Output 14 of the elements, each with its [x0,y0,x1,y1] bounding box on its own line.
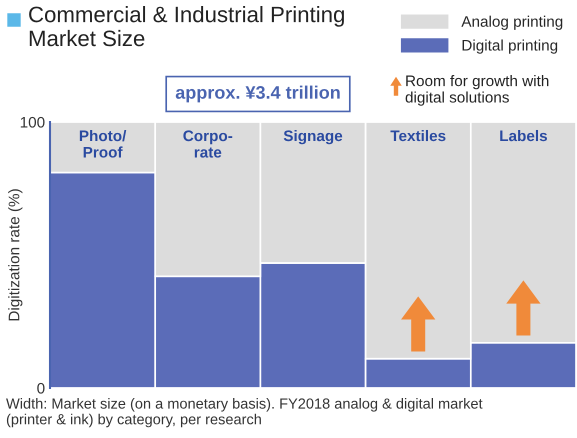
y-tick-label: 100 [20,116,45,128]
legend-label: Digital printing [462,39,558,54]
x-tick-label: Labels [500,130,547,142]
x-tick-label: Signage [284,130,342,144]
x-tick-label: Corpo- rate [183,130,232,158]
text: approx. ¥3.4 trillion [176,86,340,102]
y-axis-title: Digitization rate (%) [8,189,22,320]
text: Width: Market size (on a monetary basis). FY2018 analog & digital market (printer & ink) by category, per research [6,398,482,428]
chart-title: Commercial & Industrial Printing Market Size [29,6,344,46]
x-tick-label: Textiles [390,130,446,142]
text: Room for growth with digital solutions [406,75,548,106]
legend-label: Analog printing [461,16,562,30]
x-tick-label: Photo/ Proof [80,130,126,158]
y-tick-label: 0 [37,382,45,394]
